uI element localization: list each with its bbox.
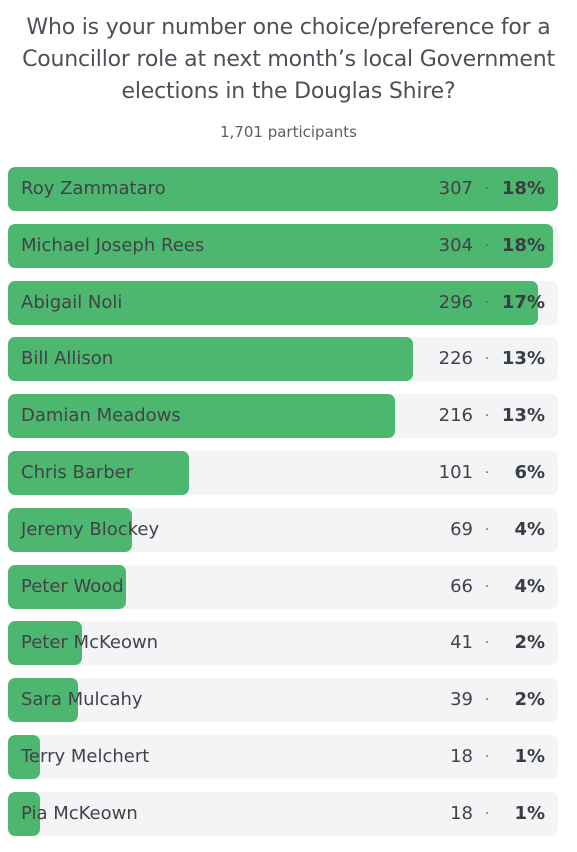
poll-option-percent: 17% — [501, 291, 545, 313]
poll-option-stats: 307 · 18% — [427, 167, 545, 211]
poll-option-bar — [8, 450, 189, 495]
poll-option-bar — [8, 167, 558, 211]
poll-option-stats: 101 · 6% — [427, 451, 545, 495]
poll-option[interactable]: Damian Meadows 216 · 13% — [8, 394, 558, 439]
poll-option[interactable]: Chris Barber 101 · 6% — [8, 450, 558, 495]
poll-option-stats: 18 · 1% — [427, 735, 545, 779]
poll-option-votes: 18 — [450, 802, 473, 824]
poll-option-bar — [8, 394, 396, 439]
poll-option[interactable]: Jeremy Blockey 69 · 4% — [8, 507, 558, 552]
poll-options-list: Roy Zammataro 307 · 18% Michael Joseph Rees 3… — [8, 167, 558, 849]
poll-option-stats: 304 · 18% — [427, 224, 545, 268]
poll-option-votes: 69 — [450, 518, 473, 540]
poll-option-percent: 13% — [501, 405, 545, 427]
poll-option[interactable]: Abigail Noli 296 · 17% — [8, 280, 558, 325]
separator-dot: · — [484, 294, 490, 311]
poll-option-percent: 4% — [514, 575, 545, 597]
poll-option-percent: 4% — [514, 518, 545, 540]
poll-option-percent: 13% — [501, 348, 545, 370]
poll-option-bar — [8, 621, 82, 666]
separator-dot: · — [484, 635, 490, 652]
poll-option-percent: 2% — [514, 632, 545, 654]
poll-option-stats: 226 · 13% — [427, 337, 545, 381]
poll-option-label: Bill Allison — [21, 348, 114, 370]
poll-option-bar — [8, 791, 41, 836]
separator-dot: · — [484, 692, 490, 709]
separator-dot: · — [484, 408, 490, 425]
poll-option-votes: 296 — [438, 291, 473, 313]
separator-dot: · — [484, 237, 490, 254]
poll-option[interactable]: Pia McKeown 18 · 1% — [8, 791, 558, 836]
poll-option-votes: 216 — [438, 405, 473, 427]
poll-option-votes: 39 — [450, 689, 473, 711]
poll-option-stats: 18 · 1% — [427, 792, 545, 836]
poll-option-bar — [8, 337, 413, 382]
poll-option-stats: 216 · 13% — [427, 394, 545, 438]
poll-option-bar — [8, 678, 78, 723]
separator-dot: · — [484, 351, 490, 368]
poll-option-percent: 18% — [501, 234, 545, 256]
poll-option[interactable]: Peter Wood 66 · 4% — [8, 564, 558, 609]
poll-option-label: Peter Wood — [21, 575, 124, 597]
poll-option-votes: 18 — [450, 745, 473, 767]
poll-question: Who is your number one choice/preference… — [22, 15, 555, 104]
poll-option-stats: 39 · 2% — [427, 678, 545, 722]
separator-dot: · — [484, 181, 490, 197]
poll-option[interactable]: Bill Allison 226 · 13% — [8, 337, 558, 382]
poll-option-bar — [8, 734, 41, 779]
separator-dot: · — [484, 578, 490, 595]
poll-option-stats: 41 · 2% — [427, 621, 545, 665]
poll-option-bar — [8, 223, 553, 268]
poll-option-label: Sara Mulcahy — [21, 689, 143, 711]
separator-dot: · — [484, 521, 490, 538]
separator-dot: · — [484, 464, 490, 481]
poll-option-percent: 6% — [514, 461, 545, 483]
poll-option-bar — [8, 507, 132, 552]
poll-option-percent: 1% — [514, 802, 545, 824]
poll-option-votes: 101 — [438, 461, 473, 483]
poll-option-votes: 66 — [450, 575, 473, 597]
poll-option-percent: 18% — [501, 178, 545, 199]
poll-option[interactable]: Michael Joseph Rees 304 · 18% — [8, 223, 558, 268]
poll-option-label: Michael Joseph Rees — [21, 234, 205, 256]
poll-option-label: Chris Barber — [21, 461, 134, 483]
poll-option[interactable]: Peter McKeown 41 · 2% — [8, 621, 558, 666]
poll-option[interactable]: Terry Melchert 18 · 1% — [8, 734, 558, 779]
participant-count: 1,701 participants — [220, 123, 357, 141]
poll-option-stats: 66 · 4% — [427, 565, 545, 609]
poll-option-label: Abigail Noli — [21, 291, 123, 313]
poll-option-label: Damian Meadows — [21, 405, 181, 427]
poll-option-stats: 296 · 17% — [427, 281, 545, 325]
poll-option-bar — [8, 280, 539, 325]
poll-option[interactable]: Roy Zammataro 307 · 18% — [8, 167, 558, 211]
separator-dot: · — [484, 805, 490, 822]
poll-option-label: Terry Melchert — [21, 745, 150, 767]
separator-dot: · — [484, 748, 490, 765]
poll-option-label: Peter McKeown — [21, 632, 159, 654]
poll-option[interactable]: Sara Mulcahy 39 · 2% — [8, 678, 558, 723]
poll-option-label: Pia McKeown — [21, 802, 138, 824]
poll-option-stats: 69 · 4% — [427, 508, 545, 552]
poll-option-votes: 304 — [438, 234, 473, 256]
poll-option-label: Jeremy Blockey — [21, 518, 160, 540]
poll-option-bar — [8, 564, 127, 609]
poll-option-votes: 41 — [450, 632, 473, 654]
poll-option-votes: 226 — [438, 348, 473, 370]
poll-option-votes: 307 — [438, 178, 473, 199]
poll-option-percent: 1% — [514, 745, 545, 767]
poll-option-percent: 2% — [514, 689, 545, 711]
poll-option-label: Roy Zammataro — [21, 178, 166, 199]
